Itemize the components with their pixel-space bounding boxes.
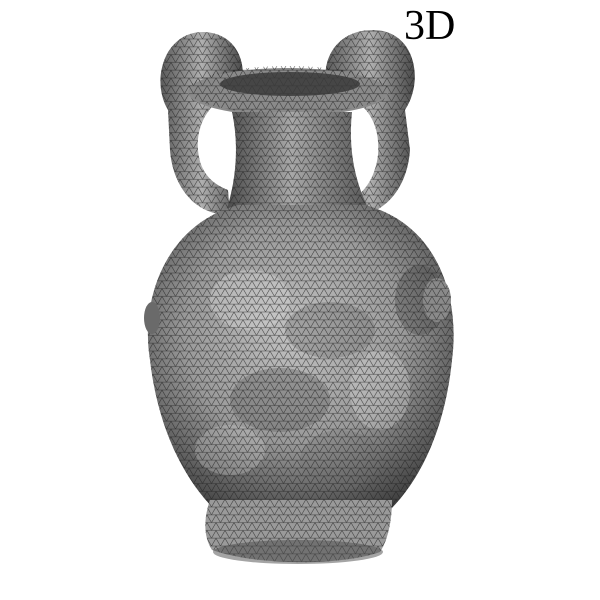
vase-foot	[205, 500, 392, 564]
vase-body	[144, 205, 454, 510]
vase-neck	[225, 112, 372, 215]
vase-rim	[188, 66, 388, 116]
dimension-label: 3D	[404, 3, 456, 49]
left-handle	[160, 31, 243, 216]
